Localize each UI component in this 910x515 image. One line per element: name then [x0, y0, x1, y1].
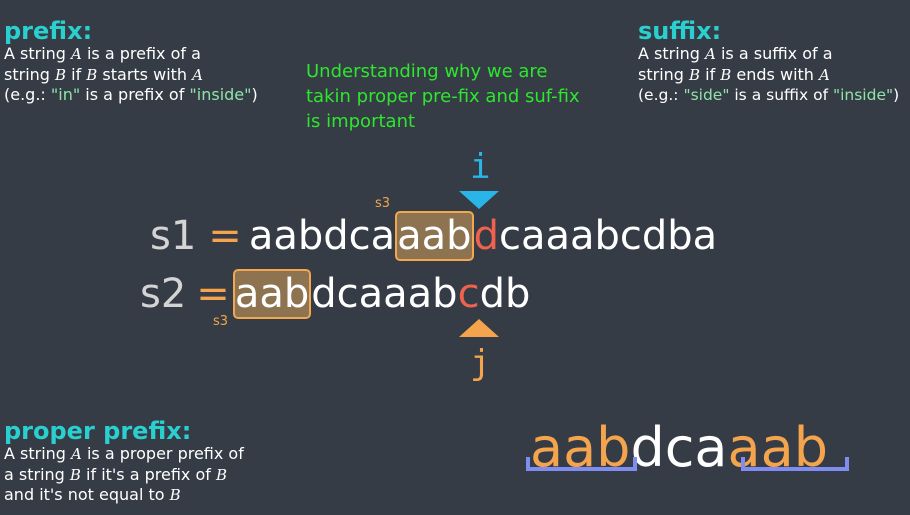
s2-char: c — [457, 271, 480, 317]
s1-char: c — [619, 213, 642, 259]
s1-char: a — [273, 213, 298, 259]
note-line-3: is important — [306, 111, 416, 132]
s1-char: a — [692, 213, 718, 259]
s1-variable: s1 — [150, 213, 197, 259]
suffix-heading: suffix: — [638, 17, 722, 45]
pointer-i-label: i — [470, 147, 491, 187]
proper-prefix-definition: proper prefix: A string A is a proper pr… — [4, 418, 244, 506]
s1-char: b — [667, 213, 693, 259]
s2-equals: = — [196, 271, 230, 317]
pointer-j-label: j — [470, 343, 491, 383]
s1-char: b — [446, 211, 474, 261]
s2-s3-tag: s3 — [213, 314, 229, 329]
s1-char: c — [498, 213, 521, 259]
s2-char: b — [504, 271, 531, 317]
suffix-line-2: string B if B ends with A — [638, 64, 830, 84]
pointer-i-arrow — [459, 191, 499, 209]
s1-char: d — [641, 213, 668, 259]
green-note: Understanding why we are takin proper pr… — [306, 59, 580, 134]
s1-char: a — [395, 211, 422, 261]
s2-char: a — [358, 271, 384, 317]
suffix-bracket — [741, 457, 849, 471]
s1-char: a — [421, 211, 447, 261]
prefix-heading: prefix: — [4, 17, 93, 45]
prefix-line-1: A string A is a prefix of a — [4, 44, 201, 63]
s2-char: d — [311, 271, 337, 317]
s1-char: a — [545, 213, 570, 259]
s1-char: c — [348, 213, 371, 259]
prefix-line-2: string B if B starts with A — [4, 64, 203, 84]
note-line-2: takin proper pre-fix and suf-fix — [306, 86, 580, 107]
example-middle: dca — [630, 416, 728, 479]
s2-variable: s2 — [140, 271, 187, 317]
proper-prefix-line-2: a string B if it's a prefix of B — [4, 464, 228, 484]
s1-char: a — [370, 213, 396, 259]
s2-char: a — [259, 269, 284, 319]
s2-char: c — [336, 271, 359, 317]
s1-char: a — [520, 213, 546, 259]
note-line-1: Understanding why we are — [306, 61, 548, 82]
s1-equals: = — [208, 213, 242, 259]
prefix-bracket — [526, 457, 637, 471]
s2-char: d — [479, 271, 505, 317]
s1-char: d — [323, 213, 349, 259]
s1-char: a — [248, 213, 274, 259]
proper-prefix-heading: proper prefix: — [4, 417, 192, 445]
prefix-definition: prefix: A string A is a prefix of a stri… — [4, 18, 258, 106]
s1-char: b — [297, 213, 324, 259]
s2-char: a — [383, 271, 408, 317]
s1-s3-tag: s3 — [375, 196, 391, 211]
s1-char: a — [569, 213, 595, 259]
s2-char: b — [432, 271, 458, 317]
suffix-definition: suffix: A string A is a suffix of a stri… — [638, 18, 899, 106]
proper-prefix-line-1: A string A is a proper prefix of — [4, 444, 244, 463]
s2-char: a — [407, 271, 433, 317]
proper-prefix-line-3: and it's not equal to B — [4, 485, 181, 504]
pointer-j-arrow — [459, 319, 499, 337]
s2-char: a — [232, 269, 260, 319]
suffix-line-1: A string A is a suffix of a — [638, 44, 833, 63]
s2-char: b — [283, 269, 312, 319]
prefix-line-3: (e.g.: "in" is a prefix of "inside") — [4, 85, 258, 104]
s1-char: d — [473, 213, 499, 259]
suffix-line-3: (e.g.: "side" is a suffix of "inside") — [638, 86, 900, 104]
s1-char: b — [594, 213, 620, 259]
